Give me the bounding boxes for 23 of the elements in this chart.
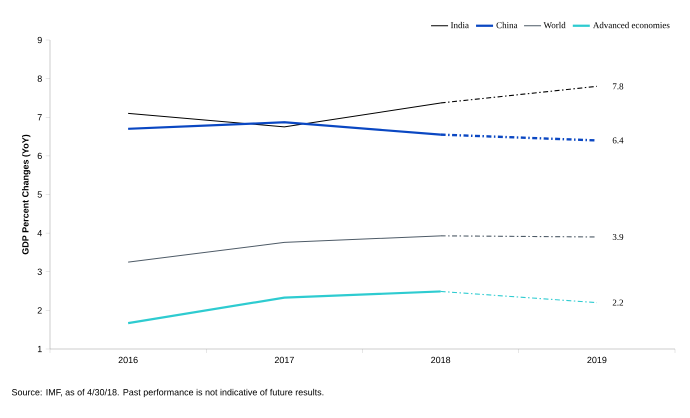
y-tick-label: 8 [38,75,42,82]
x-tick-label: 2017 [274,356,294,364]
data-label: 3.9 [612,234,624,240]
legend-label: China [496,22,518,28]
y-axis-title: GDP Percent Changes (YoY) [22,134,30,254]
legend-label: World [544,22,566,28]
data-label: 2.2 [612,300,624,306]
y-tick-label: 3 [38,268,42,275]
legend-label: India [450,22,469,28]
source-note: Source: IMF, as of 4/30/18. Past performance is not indicative of future results. [12,388,324,398]
y-tick-label: 2 [38,307,42,314]
y-tick-label: 1 [38,346,42,352]
y-tick-label: 7 [38,114,42,120]
x-tick-label: 2016 [118,356,138,364]
data-label: 6.4 [612,137,624,144]
x-tick-label: 2019 [587,356,606,364]
y-tick-label: 5 [38,191,42,198]
legend-label: Advanced economies [592,22,670,28]
y-tick-label: 9 [38,36,42,44]
y-tick-label: 4 [37,230,42,236]
x-tick-label: 2018 [431,356,450,364]
data-label: 7.8 [612,83,624,90]
y-tick-label: 6 [38,152,42,160]
